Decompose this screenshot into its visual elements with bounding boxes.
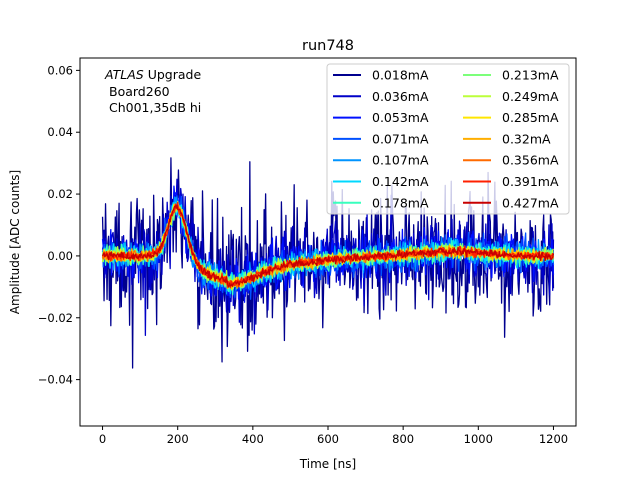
x-tick-label: 1000 xyxy=(464,432,493,446)
y-tick-label: −0.04 xyxy=(38,373,73,387)
annotation-line-1: ATLAS Upgrade xyxy=(104,67,201,82)
series-line xyxy=(101,204,555,288)
atlas-annotation: ATLAS Upgrade Board260 Ch001,35dB hi xyxy=(104,67,201,115)
legend-label: 0.053mA xyxy=(372,110,429,125)
annotation-line-3: Ch001,35dB hi xyxy=(109,100,201,115)
y-tick-label: 0.04 xyxy=(47,125,73,139)
legend-label: 0.071mA xyxy=(372,131,429,146)
legend-label: 0.142mA xyxy=(372,174,429,189)
legend-label: 0.249mA xyxy=(502,89,559,104)
legend-label: 0.107mA xyxy=(372,153,429,168)
legend-label: 0.285mA xyxy=(502,110,559,125)
legend-label: 0.427mA xyxy=(502,195,559,210)
annotation-atlas: ATLAS xyxy=(104,67,144,82)
legend-label: 0.32mA xyxy=(502,131,551,146)
x-tick-label: 400 xyxy=(242,432,264,446)
legend-label: 0.213mA xyxy=(502,68,559,83)
legend-label: 0.036mA xyxy=(372,89,429,104)
x-tick-label: 200 xyxy=(167,432,189,446)
y-tick-label: −0.02 xyxy=(38,311,73,325)
x-tick-label: 1200 xyxy=(539,432,568,446)
x-axis: 0 200 400 600 800 1000 1200 xyxy=(99,426,568,446)
chart-title: run748 xyxy=(302,38,354,54)
x-tick-label: 0 xyxy=(99,432,106,446)
x-tick-label: 600 xyxy=(317,432,339,446)
legend-label: 0.018mA xyxy=(372,68,429,83)
x-axis-label: Time [ns] xyxy=(299,457,356,471)
x-tick-label: 800 xyxy=(392,432,414,446)
plot-area xyxy=(79,57,577,427)
y-tick-label: 0.06 xyxy=(47,63,73,77)
annotation-line-2: Board260 xyxy=(109,84,170,99)
y-tick-label: 0.00 xyxy=(47,249,73,263)
legend-label: 0.356mA xyxy=(502,153,559,168)
series-layer xyxy=(101,157,555,369)
legend-box xyxy=(326,63,570,215)
y-axis-label: Amplitude [ADC counts] xyxy=(8,170,22,314)
y-tick-label: 0.02 xyxy=(47,187,73,201)
legend-label: 0.391mA xyxy=(502,174,559,189)
legend: 0.018mA 0.036mA 0.053mA 0.071mA 0.107mA 0.142… xyxy=(326,63,570,215)
y-axis: −0.04 −0.02 0.00 0.02 0.04 0.06 xyxy=(38,63,80,387)
annotation-upgrade: Upgrade xyxy=(144,67,202,82)
legend-label: 0.178mA xyxy=(372,195,429,210)
